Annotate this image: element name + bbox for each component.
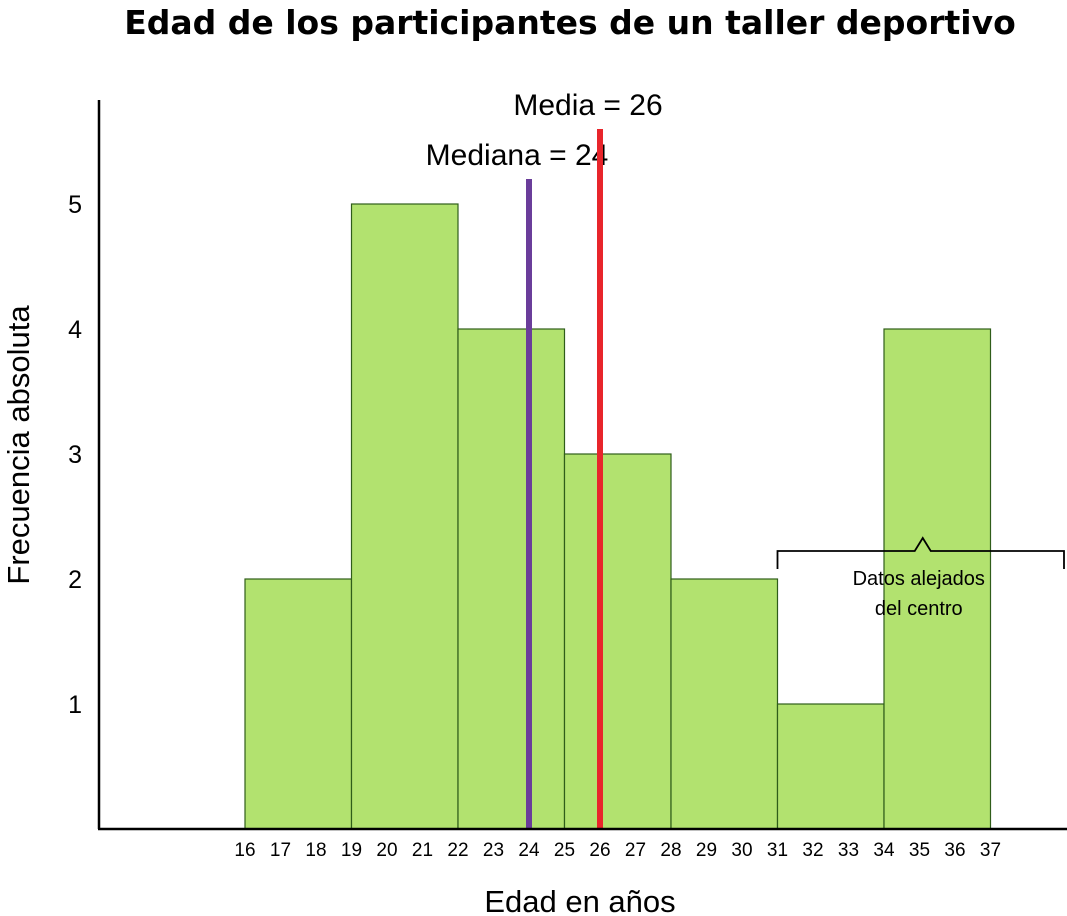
x-tick-label: 19 — [341, 840, 362, 861]
x-tick-label: 37 — [980, 840, 1001, 861]
y-tick-label: 5 — [68, 191, 82, 219]
bar-16-19 — [244, 578, 353, 830]
x-tick-label: 25 — [554, 840, 575, 861]
x-tick-label: 34 — [873, 840, 895, 861]
x-tick-label: 23 — [483, 840, 504, 861]
x-tick-label: 31 — [767, 840, 788, 861]
x-tick-label: 16 — [234, 840, 255, 861]
bar-34-37 — [883, 328, 992, 830]
x-tick-labels: 16 17 18 19 20 21 22 23 24 25 26 27 28 29 30 31 32 33 34 35… — [234, 840, 1001, 861]
x-tick-label: 17 — [270, 840, 291, 861]
bar-25-28 — [563, 453, 672, 830]
outlier-annotation: Datos alejados del centro — [776, 536, 1065, 620]
x-tick-label: 29 — [696, 840, 717, 861]
reference-line-label-0: Mediana = 24 — [426, 139, 609, 172]
annotation-line-1: del centro — [875, 598, 963, 620]
y-tick-label: 3 — [68, 441, 82, 469]
y-tick-labels: 1 2 3 4 5 — [68, 191, 82, 719]
x-tick-label: 20 — [376, 840, 397, 861]
y-tick-label: 2 — [68, 566, 82, 594]
x-tick-label: 22 — [447, 840, 468, 861]
reference-lines-group: Mediana = 24 Media = 26 — [426, 89, 663, 829]
y-tick-label: 1 — [68, 691, 82, 719]
bar-22-25 — [457, 328, 566, 830]
y-axis-label: Frecuencia absoluta — [1, 305, 36, 585]
x-axis-label: Edad en años — [484, 884, 675, 916]
x-tick-label: 26 — [589, 840, 610, 861]
x-tick-label: 32 — [802, 840, 823, 861]
x-tick-label: 21 — [412, 840, 433, 861]
x-tick-label: 27 — [625, 840, 646, 861]
y-tick-label: 4 — [68, 316, 82, 344]
annotation-line-0: Datos alejados — [853, 568, 985, 590]
x-tick-label: 24 — [518, 840, 540, 861]
bar-31-34 — [776, 703, 885, 830]
x-tick-label: 18 — [305, 840, 326, 861]
bar-19-22 — [350, 203, 459, 830]
x-tick-label: 35 — [909, 840, 930, 861]
x-tick-label: 28 — [660, 840, 681, 861]
brace-bracket — [776, 536, 1065, 569]
reference-line-label-1: Media = 26 — [513, 89, 662, 122]
x-tick-label: 33 — [838, 840, 859, 861]
bar-28-31 — [670, 578, 779, 830]
chart-title: Edad de los participantes de un taller d… — [124, 3, 1016, 42]
bars-group — [244, 203, 992, 830]
x-tick-label: 36 — [944, 840, 965, 861]
x-tick-label: 30 — [731, 840, 752, 861]
axes-group — [97, 100, 1067, 831]
